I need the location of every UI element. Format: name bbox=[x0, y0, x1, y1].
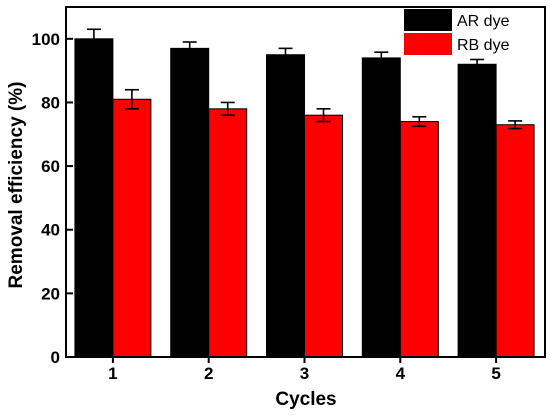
bar-ar-dye-cycle-4 bbox=[361, 57, 401, 358]
bar-ar-dye-cycle-5 bbox=[457, 63, 497, 358]
x-tick-label: 4 bbox=[396, 364, 406, 383]
x-tick-label: 1 bbox=[108, 364, 117, 383]
bar-rb-dye-cycle-4 bbox=[399, 121, 439, 358]
legend-label-rb-dye: RB dye bbox=[457, 37, 510, 54]
y-tick-label: 0 bbox=[51, 348, 60, 367]
bar-rb-dye-cycle-5 bbox=[495, 124, 535, 358]
legend-swatch-ar-dye bbox=[404, 9, 452, 31]
bar-ar-dye-cycle-1 bbox=[74, 38, 114, 358]
bar-ar-dye-cycle-3 bbox=[266, 54, 305, 358]
x-tick-label: 2 bbox=[204, 364, 213, 383]
legend: AR dye RB dye bbox=[404, 9, 510, 55]
bar-rb-dye-cycle-2 bbox=[208, 108, 248, 358]
bar-rb-dye-cycle-3 bbox=[304, 114, 343, 358]
y-tick-label: 60 bbox=[41, 157, 60, 176]
bar-rb-dye-cycle-1 bbox=[112, 98, 152, 358]
y-tick-label: 20 bbox=[41, 284, 60, 303]
x-axis-title: Cycles bbox=[275, 389, 336, 410]
x-axis-ticks: 1 2 3 4 5 bbox=[108, 357, 501, 383]
legend-swatch-rb-dye bbox=[404, 33, 452, 55]
bar-ar-dye-cycle-2 bbox=[170, 47, 210, 358]
y-tick-label: 100 bbox=[32, 30, 60, 49]
bars-layer bbox=[74, 38, 535, 358]
y-tick-label: 40 bbox=[41, 221, 60, 240]
y-axis-title: Removal efficiency (%) bbox=[6, 82, 27, 289]
y-tick-label: 80 bbox=[41, 93, 60, 112]
error-bars-layer bbox=[86, 28, 523, 130]
legend-label-ar-dye: AR dye bbox=[457, 13, 510, 30]
x-tick-label: 3 bbox=[300, 364, 309, 383]
y-axis-ticks: 0 20 40 60 80 100 bbox=[32, 30, 73, 367]
x-tick-label: 5 bbox=[491, 364, 500, 383]
